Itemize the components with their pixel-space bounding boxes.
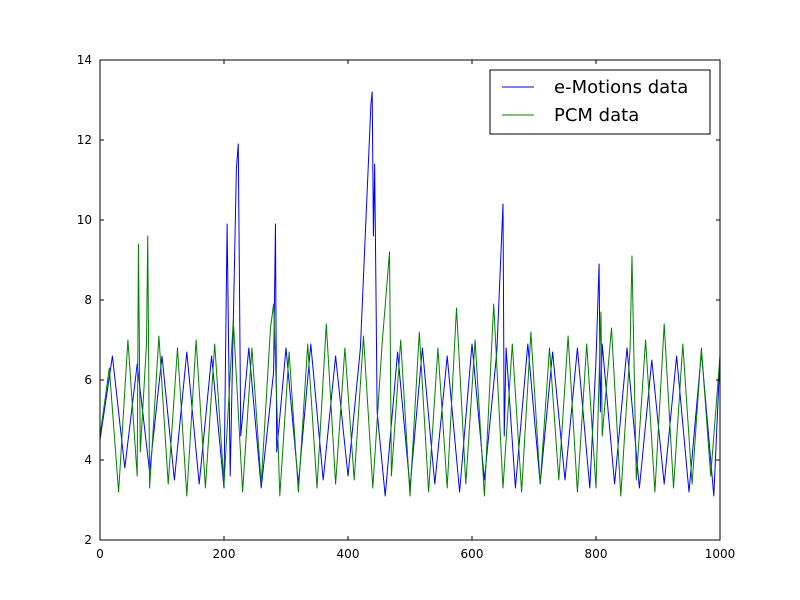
y-tick-label: 2 (84, 533, 92, 547)
legend-label-2: PCM data (554, 105, 639, 126)
y-tick-label: 4 (84, 453, 92, 467)
series-line-2 (99, 235, 721, 497)
x-tick-label: 0 (96, 547, 104, 561)
y-tick-label: 6 (84, 373, 92, 387)
y-tick-label: 10 (77, 213, 92, 227)
y-tick-label: 12 (77, 133, 92, 147)
y-tick-label: 14 (77, 53, 92, 67)
ticks-layer: 0 200 400 600 800 1000 2 4 6 8 10 12 14 (77, 53, 736, 561)
legend-label-1: e-Motions data (554, 77, 688, 98)
x-tick-label: 200 (213, 547, 236, 561)
y-tick-label: 8 (84, 293, 92, 307)
legend: e-Motions data PCM data (489, 69, 711, 135)
x-tick-label: 400 (337, 547, 360, 561)
series-layer (99, 91, 721, 497)
legend-box (489, 69, 711, 135)
x-tick-label: 600 (461, 547, 484, 561)
x-tick-label: 800 (585, 547, 608, 561)
x-tick-label: 1000 (705, 547, 736, 561)
